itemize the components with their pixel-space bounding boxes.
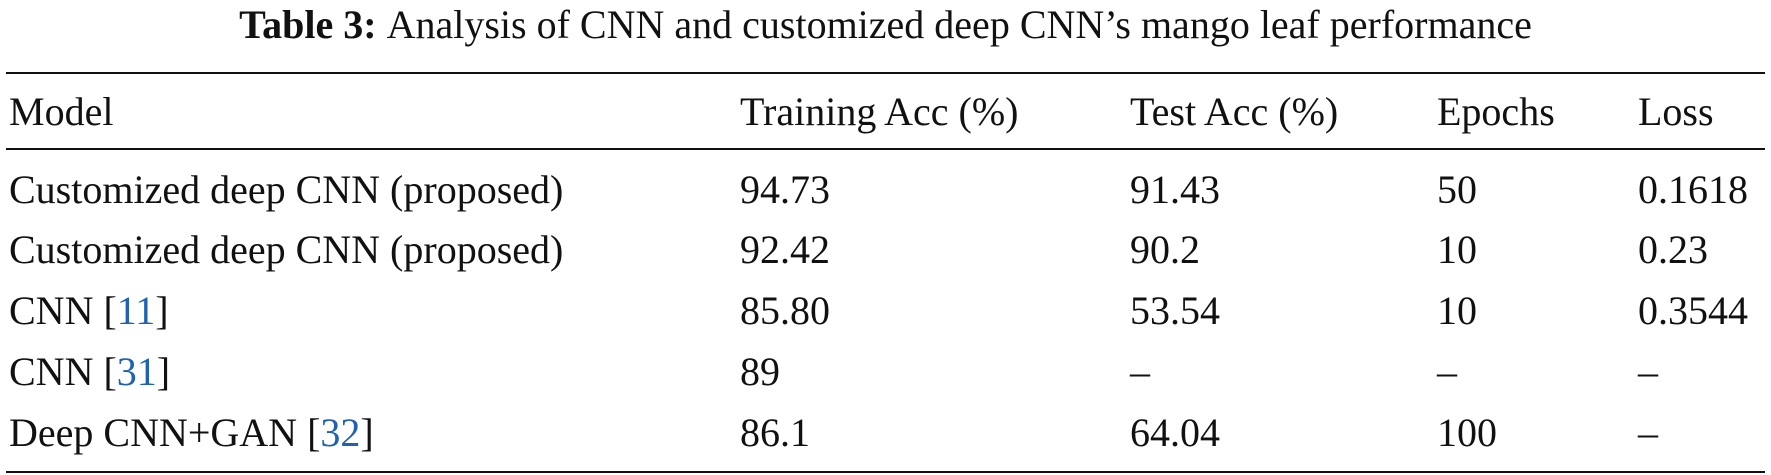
model-text: Deep CNN+GAN [	[9, 410, 321, 455]
caption-text: Analysis of CNN and customized deep CNN’…	[386, 2, 1532, 47]
cell-value: –	[1638, 349, 1658, 394]
cell-value: –	[1638, 410, 1658, 455]
header-cell: Loss	[1638, 89, 1714, 134]
model-text: ]	[156, 349, 171, 394]
cell-value: 50	[1437, 167, 1477, 212]
cell-value: 86.1	[740, 410, 810, 455]
header-cell: Test Acc (%)	[1130, 89, 1339, 134]
cell-value: 91.43	[1130, 167, 1220, 212]
mid-rule	[6, 148, 1765, 150]
cell-value: 10	[1437, 227, 1477, 272]
model-cell: CNN [11]	[9, 288, 169, 334]
cell-value: 100	[1437, 410, 1497, 455]
cell-value: 0.1618	[1638, 167, 1748, 212]
header-cell: Model	[9, 89, 114, 134]
model-text: Customized deep CNN (proposed)	[9, 167, 564, 212]
model-cell: Customized deep CNN (proposed)	[9, 167, 563, 213]
model-cell: Deep CNN+GAN [32]	[9, 410, 374, 456]
model-text: CNN [	[9, 349, 117, 394]
citation: 31	[116, 349, 157, 394]
cell-value: 0.23	[1638, 227, 1708, 272]
model-cell: CNN [31]	[9, 349, 170, 395]
model-cell: Customized deep CNN (proposed)	[9, 227, 563, 273]
header-cell: Training Acc (%)	[740, 89, 1019, 134]
cell-value: 53.54	[1130, 288, 1220, 333]
cell-value: 10	[1437, 288, 1477, 333]
top-rule	[6, 72, 1765, 74]
caption: Table 3: Analysis of CNN and customized d…	[0, 2, 1771, 48]
header-cell: Epochs	[1437, 89, 1555, 134]
cell-value: 0.3544	[1638, 288, 1748, 333]
cell-value: 92.42	[740, 227, 830, 272]
cell-value: 64.04	[1130, 410, 1220, 455]
model-text: CNN [	[9, 288, 117, 333]
bottom-rule	[6, 471, 1765, 473]
caption-label: Table 3:	[239, 2, 377, 47]
cell-value: –	[1130, 349, 1150, 394]
cell-value: 94.73	[740, 167, 830, 212]
model-text: ]	[155, 288, 169, 333]
model-text: ]	[360, 410, 374, 455]
cell-value: 89	[740, 349, 780, 394]
citation: 11	[116, 288, 156, 333]
cell-value: 90.2	[1130, 227, 1200, 272]
cell-value: 85.80	[740, 288, 830, 333]
model-text: Customized deep CNN (proposed)	[9, 227, 564, 272]
citation: 32	[320, 410, 361, 455]
cell-value: –	[1437, 349, 1457, 394]
